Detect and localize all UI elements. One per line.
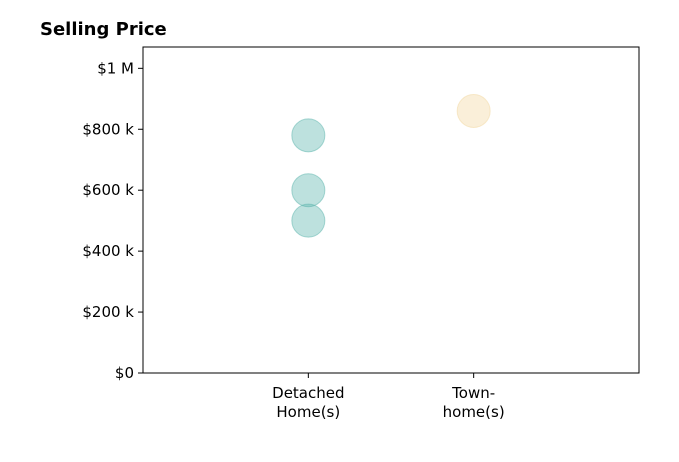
y-tick-label: $1 M xyxy=(97,59,134,77)
y-tick-label: $0 xyxy=(115,364,134,382)
plot-frame xyxy=(142,46,640,374)
x-tick-label: Town-home(s) xyxy=(443,384,505,421)
y-tick-label: $800 k xyxy=(82,120,134,138)
y-tick-label: $200 k xyxy=(82,303,134,321)
point xyxy=(456,93,491,128)
point xyxy=(291,203,326,238)
y-tick-label: $400 k xyxy=(82,242,134,260)
y-tick-label: $600 k xyxy=(82,181,134,199)
x-tick-label: Detached Home(s) xyxy=(272,384,344,421)
chart-title: Selling Price xyxy=(40,19,167,40)
point xyxy=(291,173,326,208)
point xyxy=(291,118,326,153)
